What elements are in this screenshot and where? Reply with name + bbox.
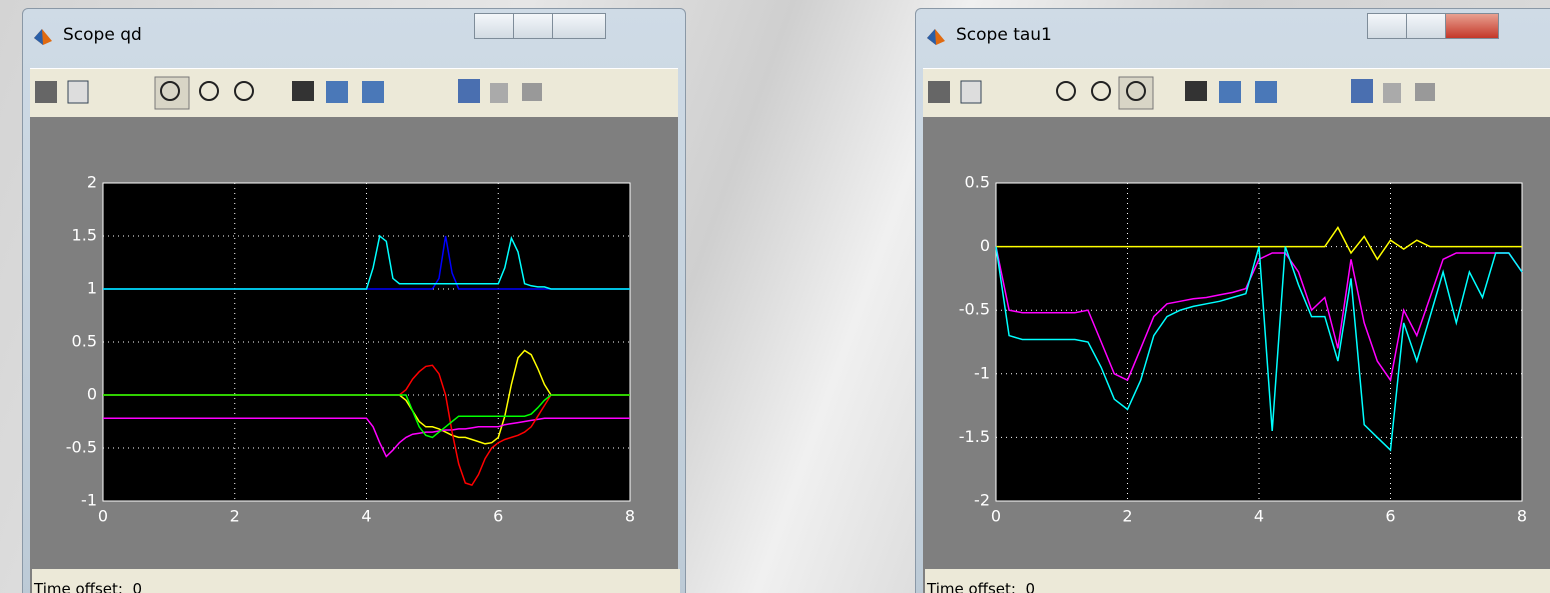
x-tick-label: 4	[361, 507, 371, 526]
x-tick-label: 8	[1517, 507, 1527, 526]
y-tick-label: 1.5	[72, 226, 97, 245]
x-tick-label: 6	[1385, 507, 1395, 526]
x-tick-label: 2	[1122, 507, 1132, 526]
y-tick-label: 1	[87, 279, 97, 298]
x-tick-label: 4	[1254, 507, 1264, 526]
y-tick-label: -2	[974, 491, 990, 510]
y-tick-label: 0	[87, 385, 97, 404]
desktop: Scope qd Time offset: 0 Scope tau1	[0, 0, 1550, 593]
x-tick-label: 0	[98, 507, 108, 526]
y-tick-label: -1	[974, 363, 990, 382]
x-tick-label: 8	[625, 507, 635, 526]
y-tick-label: -1.5	[959, 427, 990, 446]
x-tick-label: 6	[493, 507, 503, 526]
charts: -1 -0.5 0 0.5 1 1.5 2 0 2 4 6 8 -2 -1.5 -1 -0.5 0 0.5 0 2 4 6…	[0, 0, 1550, 593]
y-tick-label: -1	[81, 491, 97, 510]
y-tick-label: 0	[980, 236, 990, 255]
y-tick-label: 0.5	[72, 332, 97, 351]
x-tick-label: 2	[230, 507, 240, 526]
x-tick-label: 0	[991, 507, 1001, 526]
y-tick-label: -0.5	[959, 300, 990, 319]
y-tick-label: -0.5	[66, 438, 97, 457]
y-tick-label: 0.5	[965, 173, 990, 192]
y-tick-label: 2	[87, 173, 97, 192]
